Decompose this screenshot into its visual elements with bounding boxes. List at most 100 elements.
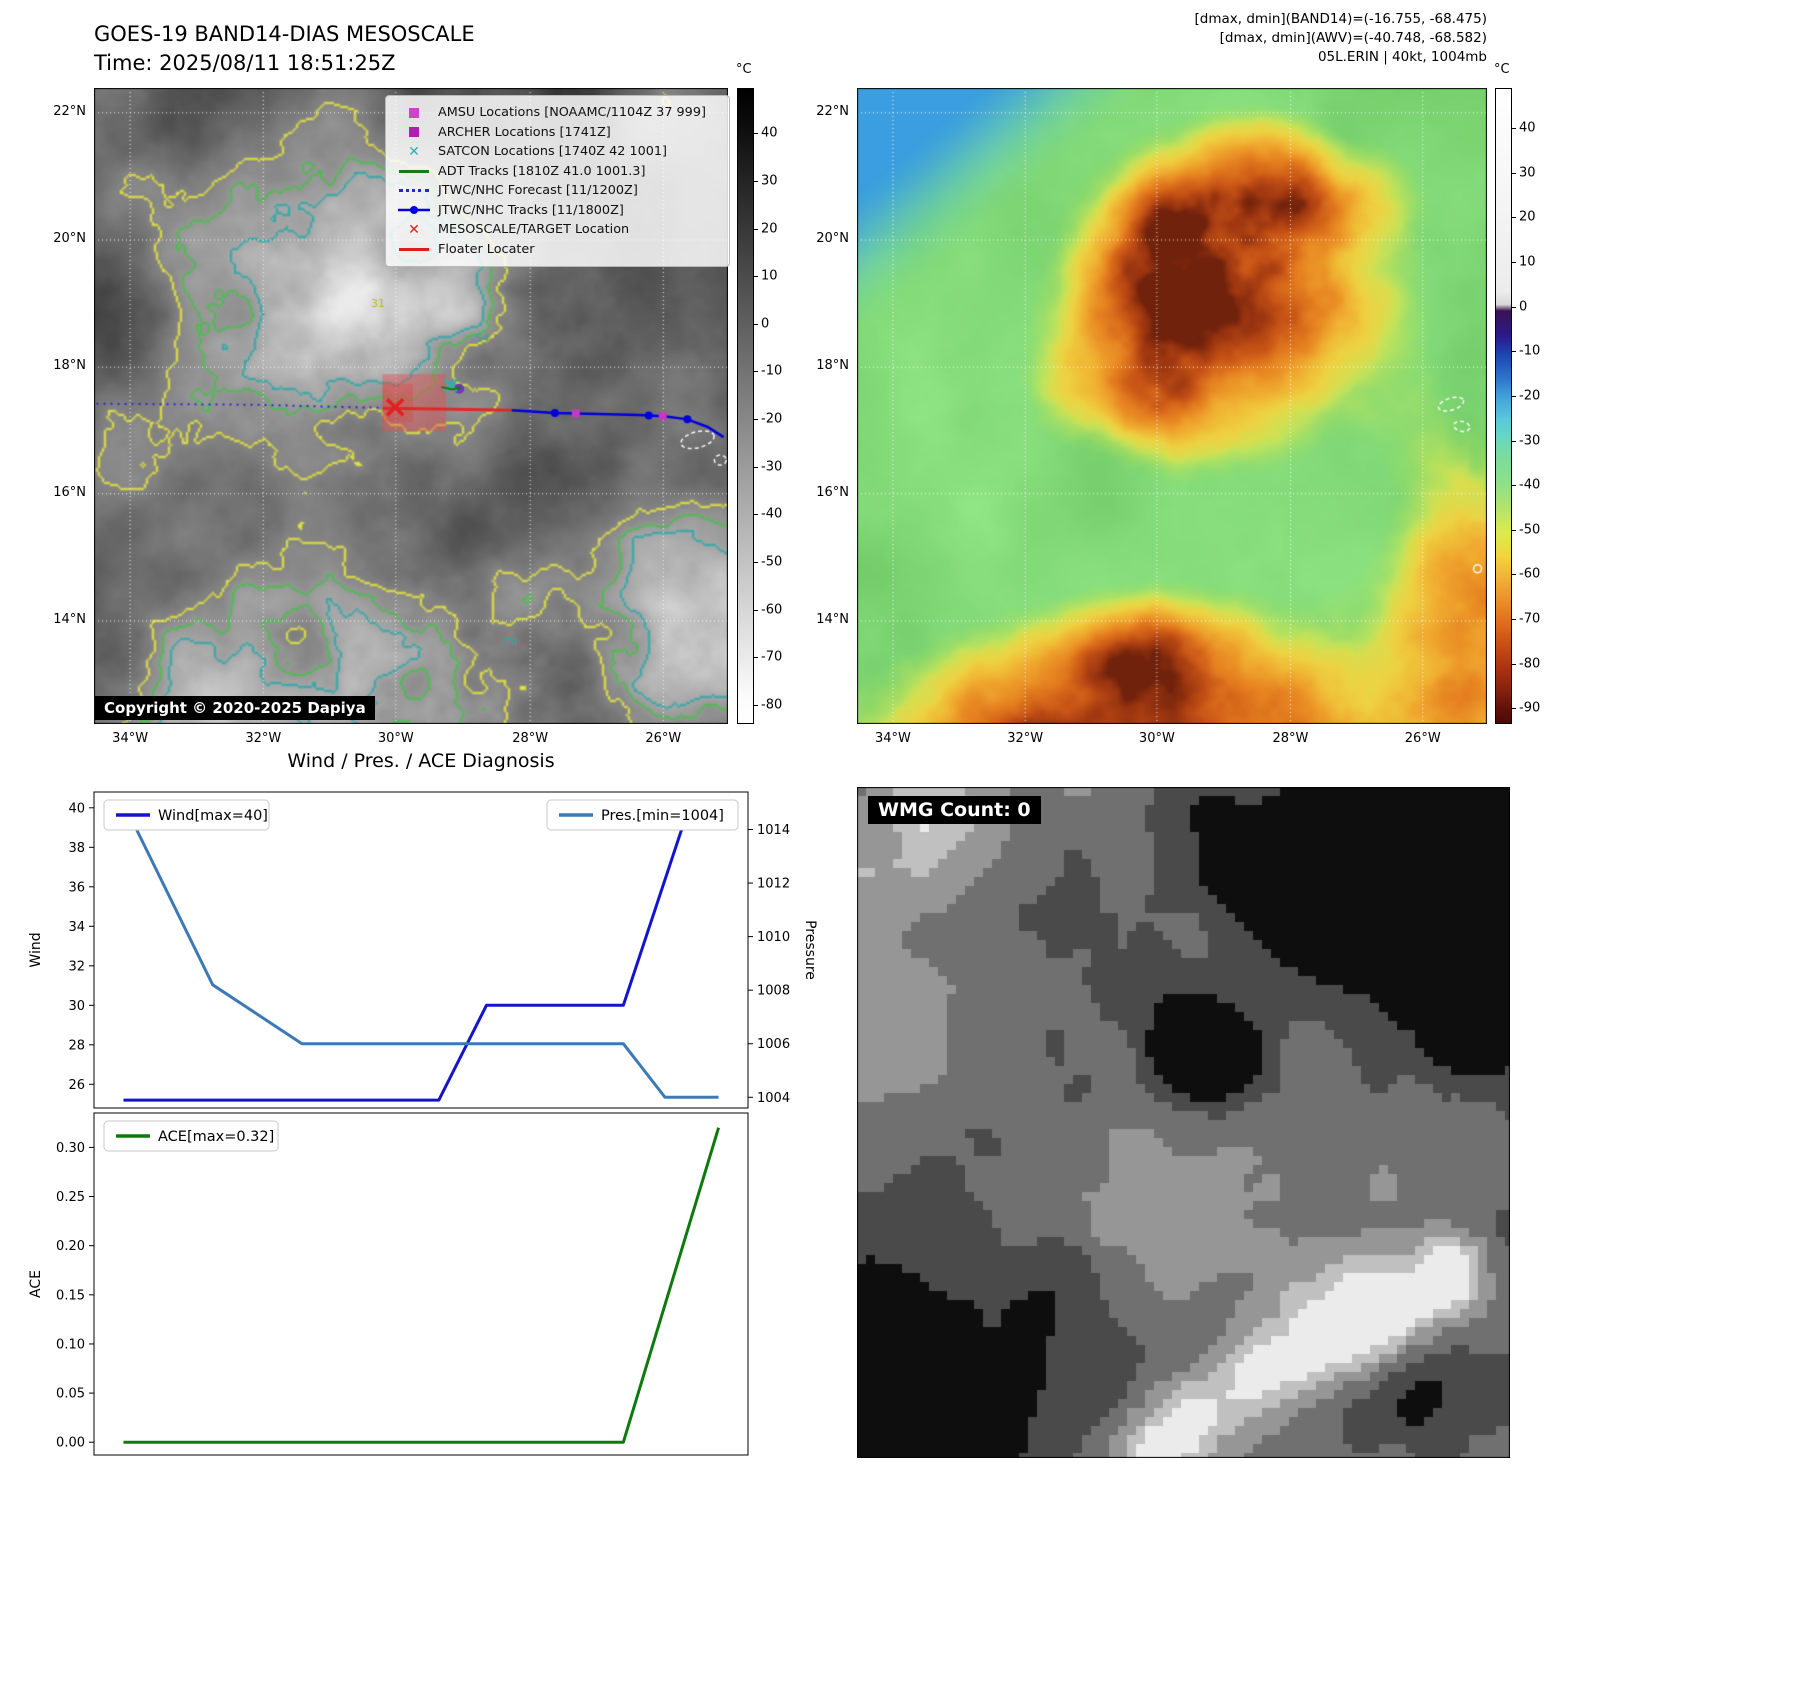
legend-label: SATCON Locations [1740Z 42 1001] [438, 144, 668, 160]
cbar1-tick-label: -80 [761, 697, 783, 713]
wmg-count-badge: WMG Count: 0 [868, 796, 1041, 824]
chart-legend-label: Pres.[min=1004] [601, 808, 724, 824]
cbar2-tick-label: 30 [1519, 165, 1536, 181]
y-axis-label: ACE [28, 1270, 44, 1298]
y-tick-label: 26 [68, 1078, 85, 1093]
cbar1-tick-label: 10 [761, 268, 778, 284]
cbar2-tick-label: 0 [1519, 299, 1528, 315]
cbar2-tick-label: -40 [1519, 477, 1541, 493]
cbar2-tick-label: -90 [1519, 700, 1541, 716]
cbar2-tick-label: 10 [1519, 254, 1536, 270]
line-dot-icon [396, 204, 432, 216]
y2-tick-label: 1008 [757, 984, 790, 999]
diagnosis-title: Wind / Pres. / ACE Diagnosis [287, 750, 555, 772]
awv-x-tick-label: 28°W [1272, 731, 1309, 746]
band14-x-tick-label: 30°W [377, 731, 414, 746]
y-tick-label: 0.00 [56, 1436, 85, 1451]
cbar1-tick-label: -40 [761, 506, 783, 522]
series-line [123, 1127, 721, 1444]
cbar2-tick-label: -80 [1519, 656, 1541, 672]
band14-colorbar-unit-label: °C [736, 62, 752, 77]
legend-label: JTWC/NHC Tracks [11/1800Z] [438, 202, 624, 218]
y-tick-label: 32 [68, 959, 85, 974]
chart-legend-box [103, 799, 270, 831]
y-tick-label: 34 [68, 920, 85, 935]
cbar2-tick-label: -70 [1519, 611, 1541, 627]
cbar1-tick-label: -60 [761, 602, 783, 618]
legend-label: MESOSCALE/TARGET Location [438, 222, 630, 238]
y2-tick-label: 1010 [757, 930, 790, 945]
awv-colorbar: 40 30 20 10 0 -10 -20 -30 -40 -50 -60 -70 -80 -90 [1495, 88, 1557, 724]
band14-y-tick-label: 18°N [53, 358, 86, 374]
plot-frame [93, 1112, 749, 1456]
band14-x-tick-label: 26°W [645, 731, 682, 746]
awv-y-tick-label: 20°N [816, 231, 849, 246]
cbar2-tick-label: -60 [1519, 566, 1541, 582]
y-tick-label: 0.15 [56, 1288, 85, 1303]
cbar1-tick-label: -30 [761, 459, 783, 475]
awv-title-block: [dmax, dmin](BAND14)=(-16.755, -68.475) … [1195, 10, 1487, 67]
legend-item: JTWC/NHC Tracks [11/1800Z] [396, 201, 719, 221]
cbar2-tick-label: 20 [1519, 209, 1536, 225]
awv-y-tick-label: 22°N [816, 103, 849, 119]
y2-tick-label: 1012 [757, 877, 790, 892]
y-tick-label: 0.10 [56, 1337, 85, 1352]
y-tick-label: 28 [68, 1038, 85, 1053]
band14-x-tick-label: 32°W [245, 731, 282, 746]
y-tick-label: 30 [68, 999, 85, 1014]
y2-tick-label: 1004 [757, 1091, 790, 1106]
y-tick-label: 0.25 [56, 1190, 85, 1205]
cbar2-tick-label: -30 [1519, 433, 1541, 449]
legend-item: ARCHER Locations [1741Z] [396, 123, 719, 143]
band14-colorbar: 40 30 20 10 0 -10 -20 -30 -40 -50 -60 -70 -80 [737, 88, 799, 724]
cbar1-tick-label: 20 [761, 221, 778, 237]
legend-label: JTWC/NHC Forecast [11/1200Z] [438, 183, 638, 199]
cbar1-tick-label: -70 [761, 649, 783, 665]
y-tick-label: 38 [68, 841, 85, 856]
cbar2-tick-label: -10 [1519, 343, 1541, 359]
cbar1-tick-label: 30 [761, 173, 778, 189]
legend-item: ✕ MESOSCALE/TARGET Location [396, 220, 719, 240]
x-icon: ✕ [408, 143, 420, 160]
legend-item: AMSU Locations [NOAAMC/1104Z 37 999] [396, 103, 719, 123]
wmg-image [857, 787, 1510, 1458]
chart-legend-box [103, 1120, 279, 1152]
chart-legend-box [546, 799, 739, 831]
legend-label: Floater Locater [438, 241, 535, 257]
band14-y-tick-label: 16°N [53, 484, 86, 500]
ace-chart: 0.00 0.05 0.10 0.15 0.20 0.25 0.30 ACE ACE[max=0… [28, 1112, 749, 1456]
y2-tick-label: 1014 [757, 823, 790, 838]
band14-map-legend: AMSU Locations [NOAAMC/1104Z 37 999] ARCH… [385, 95, 730, 267]
cbar1-tick-label: -10 [761, 363, 783, 379]
legend-item: ✕ SATCON Locations [1740Z 42 1001] [396, 142, 719, 162]
cbar2-gradient [1495, 88, 1512, 724]
band14-subtitle: Time: 2025/08/11 18:51:25Z [94, 51, 396, 75]
cbar1-tick-label: -50 [761, 554, 783, 570]
copyright-badge: Copyright © 2020-2025 Dapiya [95, 696, 375, 720]
chart-legend-label: Wind[max=40] [158, 808, 268, 824]
awv-title-line-2: [dmax, dmin](AWV)=(-40.748, -68.582) [1219, 30, 1487, 46]
series-line [122, 802, 719, 1099]
awv-x-tick-label: 34°W [874, 731, 911, 746]
cbar2-tick-label: -20 [1519, 388, 1541, 404]
band14-title: GOES-19 BAND14-DIAS MESOSCALE [94, 22, 475, 46]
y2-tick-label: 1006 [757, 1037, 790, 1052]
line-icon [396, 247, 432, 251]
dotted-line-icon [396, 189, 432, 193]
x-icon: ✕ [408, 221, 420, 238]
awv-y-tick-label: 18°N [816, 358, 849, 374]
band14-x-tick-label: 34°W [112, 731, 149, 746]
awv-satellite-map [857, 88, 1487, 724]
awv-colorbar-unit-label: °C [1494, 62, 1510, 77]
band14-y-tick-label: 20°N [53, 231, 86, 246]
band14-y-tick-label: 14°N [53, 611, 86, 627]
legend-item: ADT Tracks [1810Z 41.0 1001.3] [396, 162, 719, 182]
awv-y-tick-label: 14°N [816, 611, 849, 627]
cbar1-tick-label: 0 [761, 316, 770, 332]
band14-x-tick-label: 28°W [512, 731, 549, 746]
square-icon [396, 127, 432, 138]
square-icon [396, 107, 432, 118]
legend-item: Floater Locater [396, 240, 719, 260]
cbar1-tick-label: 40 [761, 125, 778, 141]
